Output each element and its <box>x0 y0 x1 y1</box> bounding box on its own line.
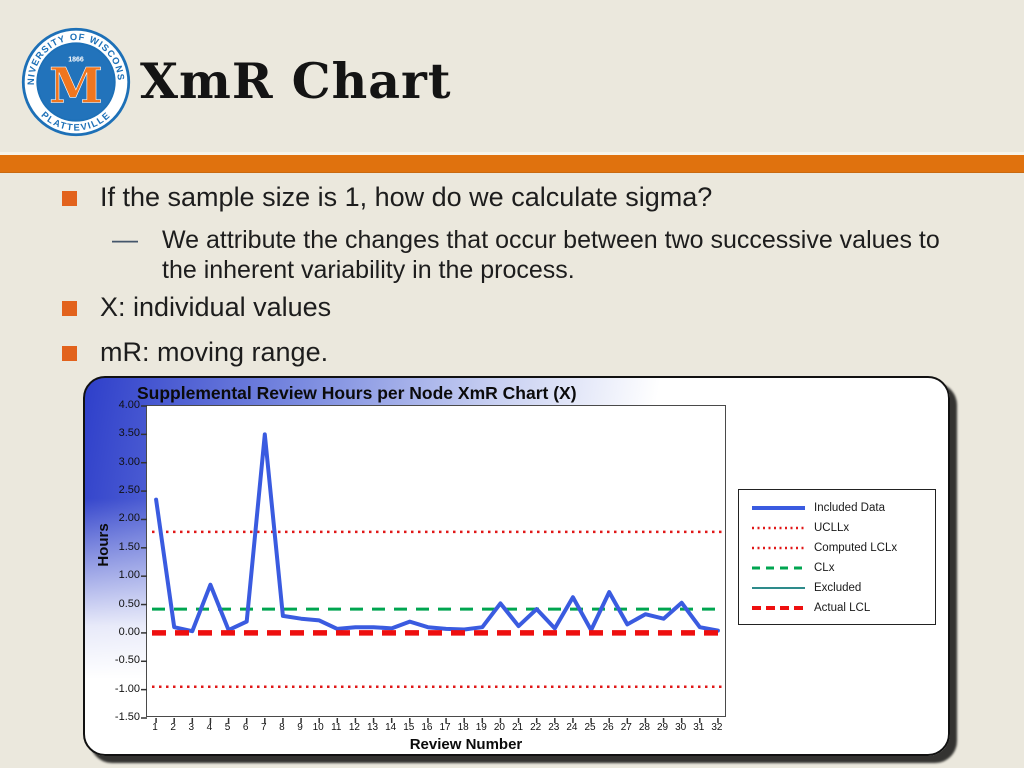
legend-label: Excluded <box>814 582 862 594</box>
x-tick-label: 5 <box>224 722 231 733</box>
x-tick-label: 2 <box>170 722 176 733</box>
x-tick-label: 32 <box>711 722 723 733</box>
legend-row: Excluded <box>751 578 925 598</box>
x-tick-label: 23 <box>548 722 560 733</box>
chart-title: Supplemental Review Hours per Node XmR C… <box>137 383 577 403</box>
legend-row: Actual LCL <box>751 598 925 618</box>
x-tick-label: 1 <box>152 722 158 733</box>
x-tick-label: 8 <box>279 722 285 733</box>
legend-row: UCLLx <box>751 518 925 538</box>
legend-label: UCLLx <box>814 522 850 534</box>
sub-bullet-dash: — <box>112 224 138 254</box>
y-tick-label: 2.50 <box>118 484 140 497</box>
university-seal-logo: UNIVERSITY OF WISCONSIN PLATTEVILLE M 18… <box>20 25 131 137</box>
xmr-chart-panel: Supplemental Review Hours per Node XmR C… <box>83 376 950 756</box>
x-tick-label: 15 <box>403 722 415 733</box>
y-tick-label: 3.00 <box>118 455 140 468</box>
x-tick-label: 6 <box>242 722 249 733</box>
accent-divider-bar <box>0 152 1024 173</box>
seal-inner-disc <box>36 42 116 122</box>
y-tick-label: -1.00 <box>114 682 140 695</box>
y-tick-label: -1.50 <box>114 711 140 723</box>
x-axis-title: Review Number <box>409 736 523 753</box>
sub-bullet-item: We attribute the changes that occur betw… <box>162 226 940 284</box>
x-tick-label: 4 <box>206 722 213 733</box>
y-tick-label: 3.50 <box>118 427 140 440</box>
data-series-line <box>154 432 720 634</box>
bullet-square <box>62 301 77 316</box>
bullet-item: mR: moving range. <box>100 337 329 367</box>
seal-year: 1866 <box>68 56 84 63</box>
x-tick-label: 26 <box>602 722 614 733</box>
y-tick-label: 1.00 <box>118 569 140 582</box>
x-tick-label: 16 <box>421 722 433 733</box>
x-tick-label: 31 <box>693 722 705 733</box>
legend-row: CLx <box>751 558 925 578</box>
legend-swatch-solid <box>752 506 805 510</box>
y-tick-label: 0.00 <box>118 625 140 638</box>
chart-legend: Included Data UCLLx Computed LCLx CLx Exclud… <box>738 489 936 625</box>
x-tick-label: 17 <box>439 722 451 733</box>
legend-swatch-dotted <box>752 526 805 530</box>
y-tick-label: 1.50 <box>118 540 140 553</box>
x-tick-label: 9 <box>297 722 303 733</box>
x-tick-label: 22 <box>530 722 542 733</box>
seal-letter-m: M <box>49 58 103 115</box>
x-tick-label: 29 <box>657 722 669 733</box>
x-tick-label: 25 <box>584 722 596 733</box>
x-tick-label: 21 <box>512 722 524 733</box>
x-tick-label: 11 <box>331 722 342 733</box>
x-tick-label: 27 <box>620 722 632 733</box>
chart-lines-svg <box>141 405 722 723</box>
legend-label: CLx <box>814 562 835 574</box>
x-tick-label: 20 <box>493 722 505 733</box>
x-tick-label: 18 <box>457 722 469 733</box>
legend-swatch-dashed <box>752 566 805 570</box>
x-tick-label: 28 <box>638 722 650 733</box>
x-tick-label: 30 <box>675 722 687 733</box>
y-tick-label: -0.50 <box>114 654 140 667</box>
legend-swatch-dotted <box>752 546 805 550</box>
x-axis-ticks: 1 2 3 4 5 6 7 8 9 10 11 12 13 14 15 16 17 18 19 20 21 22 23 24 2… <box>146 722 726 736</box>
x-tick-label: 7 <box>261 722 267 733</box>
y-tick-label: 0.50 <box>118 597 140 610</box>
page-title: XmR Chart <box>140 52 452 110</box>
x-tick-label: 3 <box>188 722 195 733</box>
y-tick-label: 2.00 <box>118 512 140 525</box>
x-tick-label: 24 <box>566 722 578 733</box>
x-tick-label: 12 <box>348 722 360 733</box>
x-tick-label: 10 <box>312 722 324 733</box>
y-tick-label: 4.00 <box>118 399 140 411</box>
legend-label: Computed LCLx <box>814 542 898 554</box>
chart-plot-area <box>141 405 726 723</box>
legend-label: Included Data <box>814 502 885 514</box>
legend-row: Computed LCLx <box>751 538 925 558</box>
x-tick-label: 19 <box>475 722 487 733</box>
bullet-item: X: individual values <box>100 292 332 322</box>
bullet-square <box>62 346 77 361</box>
legend-swatch-thick-dashed <box>752 606 805 610</box>
x-tick-label: 14 <box>385 722 397 733</box>
x-tick-label: 13 <box>367 722 379 733</box>
bullet-square <box>62 191 77 206</box>
bullet-item: If the sample size is 1, how do we calcu… <box>100 182 713 212</box>
legend-label: Actual LCL <box>814 602 871 614</box>
legend-swatch-solid <box>752 587 805 589</box>
legend-row: Included Data <box>751 498 925 518</box>
